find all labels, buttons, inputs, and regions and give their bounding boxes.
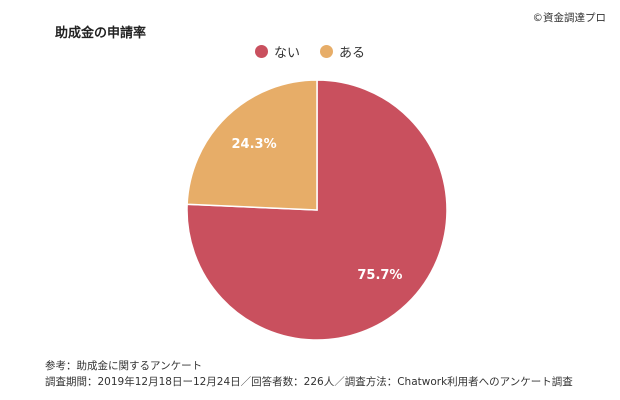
footnotes: 参考：助成金に関するアンケート 調査期間：2019年12月18日ー12月24日／… xyxy=(45,358,573,390)
legend-item-nai[interactable]: ない xyxy=(254,42,300,61)
copyright-credit: ©資金調達プロ xyxy=(532,12,607,24)
pie-slice-aru[interactable] xyxy=(186,79,318,211)
legend-swatch-aru xyxy=(320,45,333,58)
legend-label-nai: ない xyxy=(273,46,300,61)
footnote-survey-details: 調査期間：2019年12月18日ー12月24日／回答者数：226人／調査方法：C… xyxy=(45,376,573,388)
legend-swatch-nai xyxy=(254,45,268,58)
legend-item-aru[interactable]: ある xyxy=(320,42,365,61)
legend: ない ある xyxy=(0,42,620,61)
data-label-nai: 75.7% xyxy=(357,268,402,283)
data-label-aru: 24.3% xyxy=(232,137,277,152)
legend-label-aru: ある xyxy=(339,46,366,61)
footnote-reference: 参考：助成金に関するアンケート xyxy=(45,360,203,372)
chart-title: 助成金の申請率 xyxy=(55,26,147,41)
